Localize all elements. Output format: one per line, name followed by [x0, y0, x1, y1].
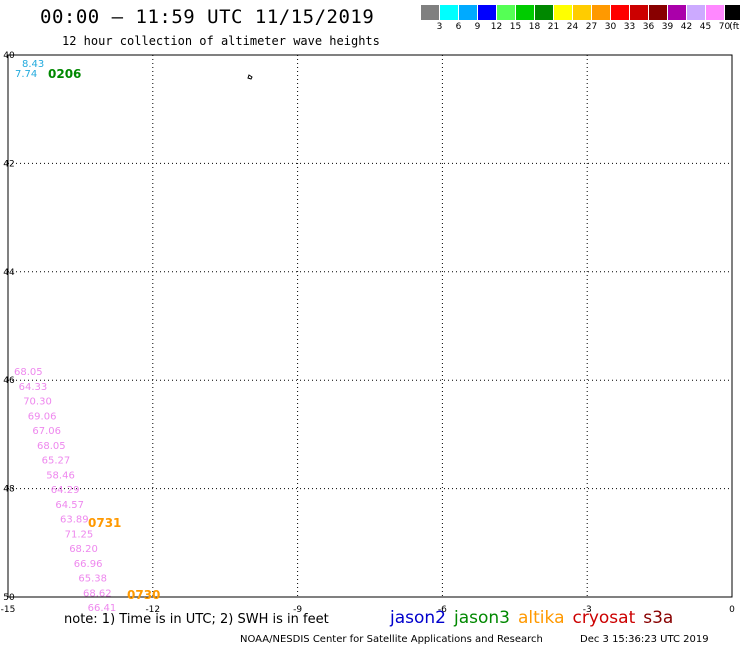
axis-ticks: -15 -12 -9 -6 -3 0 40 42 44 46 48 50: [1, 51, 735, 615]
pass-time-label: 0731: [88, 516, 121, 530]
satellite-name: jason3: [454, 608, 510, 628]
credit-line: NOAA/NESDIS Center for Satellite Applica…: [240, 634, 543, 645]
y-tick-label: 46: [3, 376, 15, 386]
swh-value: 66.96: [74, 559, 103, 570]
legend-swatch: [459, 5, 478, 20]
legend-label: 45: [699, 22, 712, 32]
legend-swatch: [649, 5, 668, 20]
map-frame: [7, 54, 733, 598]
satellite-name: s3a: [643, 608, 674, 628]
satellite-name: altika: [518, 608, 565, 628]
footer-note: note: 1) Time is in UTC; 2) SWH is in fe…: [64, 612, 329, 627]
swh-value: 68.05: [37, 441, 66, 452]
legend-swatch: [421, 5, 440, 20]
swh-value: 64.29: [51, 485, 80, 496]
legend-swatch: [687, 5, 706, 20]
legend-unit: (ft): [729, 22, 740, 32]
legend-swatch: [554, 5, 573, 20]
satellite-name: jason2: [390, 608, 446, 628]
x-tick-label: -3: [583, 605, 592, 615]
swh-value: 65.27: [42, 456, 71, 467]
y-tick-label: 50: [3, 593, 15, 603]
legend-swatch: [478, 5, 497, 20]
legend-swatch: [668, 5, 687, 20]
x-tick-label: -9: [293, 605, 302, 615]
legend-swatch: [630, 5, 649, 20]
legend-swatch: [611, 5, 630, 20]
y-tick-label: 42: [3, 159, 14, 169]
legend-label: 39: [661, 22, 674, 32]
y-tick-label: 40: [3, 51, 15, 61]
swh-value: 68.20: [69, 544, 98, 555]
legend-label: 70: [718, 22, 731, 32]
legend-swatch: [706, 5, 725, 20]
swh-value: 8.43: [22, 59, 44, 70]
legend-swatch: [516, 5, 535, 20]
swh-value: 68.05: [14, 367, 43, 378]
swh-value: 66.41: [88, 603, 117, 614]
swh-value: 64.33: [19, 382, 48, 393]
color-legend: [421, 5, 740, 20]
swh-value: 63.89: [60, 515, 89, 526]
legend-label: 15: [509, 22, 522, 32]
legend-swatch: [592, 5, 611, 20]
swh-value: 68.62: [83, 588, 112, 599]
legend-label: 21: [547, 22, 560, 32]
legend-label: 30: [604, 22, 617, 32]
legend-swatch: [440, 5, 459, 20]
legend-swatch: [535, 5, 554, 20]
y-tick-label: 48: [3, 485, 15, 495]
y-tick-label: 44: [3, 268, 15, 278]
pass-time-label: 0206: [48, 67, 81, 81]
swh-value: 58.46: [46, 470, 75, 481]
map-grid: [7, 54, 733, 598]
legend-swatch: [573, 5, 592, 20]
swh-value: 64.57: [55, 500, 84, 511]
map-title: 00:00 – 11:59 UTC 11/15/2019: [40, 6, 375, 28]
swh-value: 70.30: [23, 397, 52, 408]
legend-label: 36: [642, 22, 655, 32]
legend-label: 3: [436, 22, 443, 32]
swh-value: 7.74: [15, 69, 37, 80]
legend-swatch: [497, 5, 516, 20]
x-tick-label: -6: [438, 605, 447, 615]
legend-swatch: [725, 5, 740, 20]
altimeter-tracks: 8.437.74 0206 68.05 64.33 70.30 69.06 67.06 68.…: [14, 59, 160, 614]
legend-label: 27: [585, 22, 598, 32]
generation-timestamp: Dec 3 15:36:23 UTC 2019: [580, 634, 709, 645]
coastline-fragment: [247, 74, 253, 80]
legend-label: 24: [566, 22, 579, 32]
legend-label: 42: [680, 22, 693, 32]
x-tick-label: -15: [1, 605, 16, 615]
x-tick-label: -12: [145, 605, 160, 615]
map-subtitle: 12 hour collection of altimeter wave hei…: [62, 34, 380, 48]
legend-label: 18: [528, 22, 541, 32]
swh-value: 65.38: [78, 574, 107, 585]
x-tick-label: 0: [729, 605, 735, 615]
legend-label: 12: [490, 22, 503, 32]
swh-value: 67.06: [32, 426, 61, 437]
swh-value: 71.25: [65, 529, 94, 540]
legend-label: 6: [455, 22, 462, 32]
legend-label: 33: [623, 22, 636, 32]
satellite-name: cryosat: [572, 608, 636, 628]
satellite-legend: jason2 jason3 altika cryosat s3a: [390, 608, 681, 628]
pass-time-label: 0730: [127, 588, 160, 602]
legend-label: 9: [474, 22, 481, 32]
swh-value: 69.06: [28, 411, 57, 422]
